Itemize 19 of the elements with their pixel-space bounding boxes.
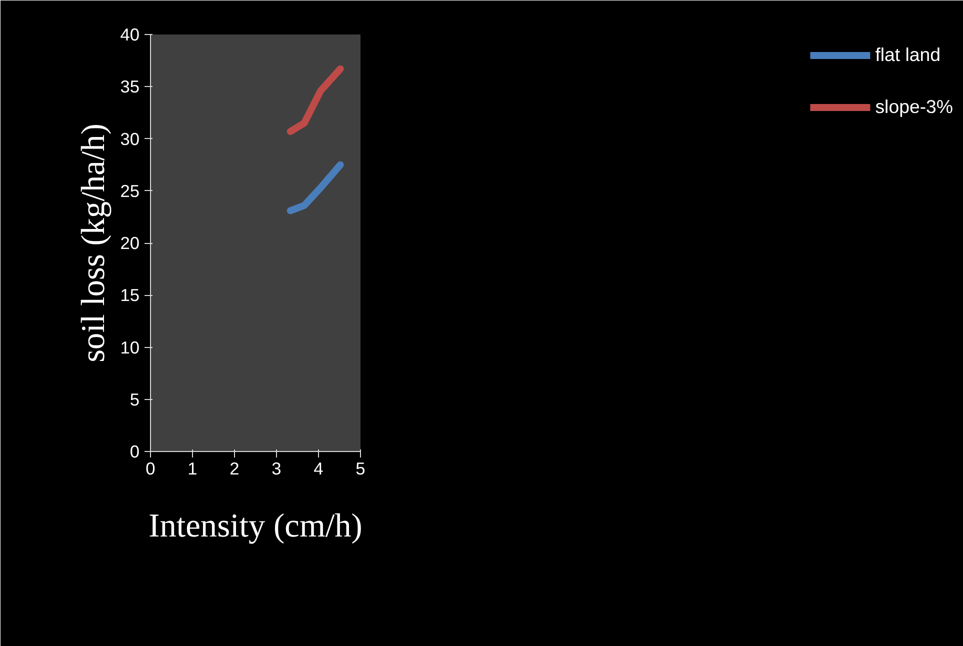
y-tick-label: 0	[130, 442, 140, 462]
x-tick-label: 1	[188, 458, 198, 478]
x-tick-label: 2	[230, 458, 240, 478]
x-tick-label: 4	[314, 458, 324, 478]
legend-label: slope-3%	[875, 96, 953, 118]
y-tick-label: 10	[120, 337, 140, 358]
y-tick-label: 5	[130, 389, 140, 410]
y-tick-label: 25	[120, 180, 140, 201]
y-tick-label: 35	[120, 76, 140, 97]
x-tick-label: 3	[272, 458, 282, 478]
y-tick-label: 15	[120, 285, 140, 306]
y-tick-label: 30	[120, 128, 140, 149]
y-tick-label: 20	[120, 233, 140, 253]
y-axis-title: soil loss (kg/ha/h)	[75, 124, 112, 362]
x-axis-title: Intensity (cm/h)	[148, 508, 362, 544]
x-tick-label: 0	[146, 458, 156, 478]
x-tick-label: 5	[356, 458, 366, 478]
legend-label: flat land	[875, 44, 941, 66]
y-tick-label: 40	[120, 24, 140, 44]
